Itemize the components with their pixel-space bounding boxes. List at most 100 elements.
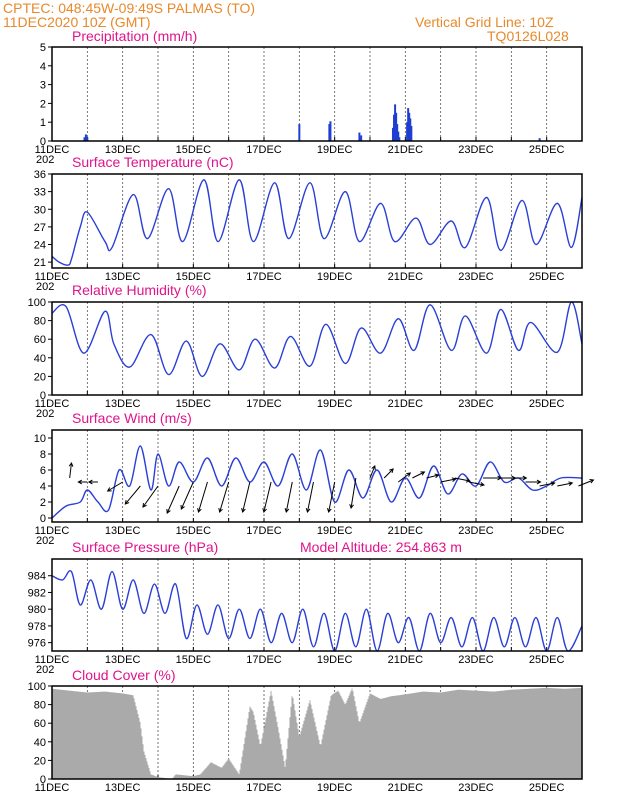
wind-vector-head bbox=[536, 479, 542, 485]
x-tick-label: 19DEC bbox=[317, 654, 353, 666]
y-tick-label: 20 bbox=[34, 755, 46, 767]
wind-vector bbox=[578, 479, 594, 487]
precip-bar bbox=[86, 137, 89, 141]
wind-vector bbox=[306, 481, 314, 513]
x-tick-label: 11DEC bbox=[35, 144, 70, 156]
wind-title: Surface Wind (m/s) bbox=[72, 410, 192, 426]
precip-bar bbox=[398, 137, 401, 141]
temperature-title: Surface Temperature (nC) bbox=[72, 154, 234, 170]
pressure-series-line bbox=[51, 569, 583, 652]
precip-bar bbox=[410, 125, 413, 141]
y-tick-label: 36 bbox=[34, 169, 46, 181]
precip-bar bbox=[329, 121, 332, 141]
x-tick-label: 13DEC bbox=[105, 398, 141, 410]
x-tick-label: 15DEC bbox=[176, 271, 212, 283]
x-tick-label: 11DEC bbox=[35, 782, 70, 794]
y-tick-label: 8 bbox=[40, 449, 46, 461]
x-tick-label: 17DEC bbox=[246, 654, 282, 666]
year-label: 202 bbox=[36, 408, 54, 420]
wind-series-line bbox=[51, 445, 583, 519]
y-tick-label: 33 bbox=[34, 187, 46, 199]
wind-vector bbox=[397, 472, 411, 483]
wind-vector-head bbox=[406, 472, 412, 477]
plot-frame bbox=[51, 685, 583, 780]
x-tick-label: 21DEC bbox=[388, 782, 424, 794]
x-tick-label: 17DEC bbox=[246, 525, 282, 537]
x-tick-label: 25DEC bbox=[529, 144, 565, 156]
plot-frame bbox=[51, 301, 583, 396]
y-tick-label: 0 bbox=[40, 513, 46, 525]
wind-vector-head bbox=[241, 508, 246, 514]
wind-vector bbox=[166, 485, 180, 514]
wind-vector-head bbox=[589, 479, 595, 484]
x-tick-label: 13DEC bbox=[105, 271, 141, 283]
wind-vector bbox=[107, 481, 123, 492]
y-tick-label: 40 bbox=[34, 737, 46, 749]
x-tick-label: 15DEC bbox=[176, 654, 212, 666]
wind-vector-head bbox=[180, 504, 185, 510]
x-tick-label: 23DEC bbox=[458, 782, 494, 794]
wind-vector bbox=[557, 482, 573, 487]
wind-vector-head bbox=[284, 508, 290, 514]
y-tick-label: 60 bbox=[34, 718, 46, 730]
run-date: 11DEC2020 10Z (GMT) bbox=[3, 14, 151, 30]
x-tick-label: 21DEC bbox=[388, 654, 424, 666]
wind-panel: Surface Wind (m/s) 0 2 4 6 8 10 11DEC 13DEC 15DE… bbox=[34, 410, 595, 547]
wind-vector bbox=[242, 481, 251, 513]
y-tick-label: 80 bbox=[34, 316, 46, 328]
wind-vector-head bbox=[68, 461, 74, 467]
year-label: 202 bbox=[36, 535, 54, 547]
model-altitude: Model Altitude: 254.863 m bbox=[300, 539, 462, 555]
wind-vector-head bbox=[522, 475, 528, 481]
precip-bar bbox=[538, 138, 541, 141]
wind-vector-head bbox=[197, 507, 202, 513]
y-tick-label: 27 bbox=[34, 222, 46, 234]
precip-bar bbox=[328, 124, 331, 141]
wind-vector-head bbox=[550, 481, 556, 486]
x-tick-label: 23DEC bbox=[458, 271, 494, 283]
temp-series-line bbox=[51, 179, 583, 266]
y-tick-label: 4 bbox=[40, 481, 46, 493]
pressure-panel: Surface Pressure (hPa) Model Altitude: 2… bbox=[28, 539, 583, 676]
wind-vector-head bbox=[389, 468, 394, 473]
x-tick-label: 15DEC bbox=[176, 398, 212, 410]
humidity-panel: Relative Humidity (%) 0 20 40 60 80 100 11DEC 1… bbox=[28, 282, 583, 420]
x-tick-label: 17DEC bbox=[246, 398, 282, 410]
wind-vector-head bbox=[305, 508, 311, 514]
y-tick-label: 2 bbox=[40, 98, 46, 110]
x-tick-label: 25DEC bbox=[529, 782, 565, 794]
precip-bar bbox=[391, 127, 394, 141]
wind-vector bbox=[454, 477, 470, 482]
x-tick-label: 25DEC bbox=[529, 525, 565, 537]
wind-vector bbox=[142, 485, 159, 508]
x-tick-label: 13DEC bbox=[105, 782, 141, 794]
grid-line-note: Vertical Grid Line: 10Z bbox=[415, 14, 554, 30]
plot-frame bbox=[51, 558, 583, 652]
x-tick-label: 19DEC bbox=[317, 144, 353, 156]
y-tick-label: 978 bbox=[28, 621, 46, 633]
wind-vector bbox=[219, 481, 230, 513]
x-tick-label: 11DEC bbox=[35, 525, 70, 537]
rh-series-line bbox=[51, 301, 583, 378]
precip-bar bbox=[395, 112, 398, 141]
year-label: 202 bbox=[36, 281, 54, 293]
wind-vector bbox=[426, 474, 439, 479]
y-tick-label: 21 bbox=[34, 257, 46, 269]
wind-vector-head bbox=[262, 508, 267, 514]
wind-vector-head bbox=[77, 479, 83, 485]
precip-bar bbox=[393, 114, 396, 141]
y-tick-label: 2 bbox=[40, 497, 46, 509]
x-tick-label: 23DEC bbox=[458, 525, 494, 537]
wind-vector-head bbox=[87, 479, 93, 485]
y-tick-label: 0 bbox=[40, 390, 46, 402]
y-tick-label: 6 bbox=[40, 465, 46, 477]
pressure-title: Surface Pressure (hPa) bbox=[72, 539, 218, 555]
wind-vector bbox=[468, 481, 485, 486]
y-tick-label: 40 bbox=[34, 353, 46, 365]
wind-vector-head bbox=[124, 499, 130, 505]
precip-bar bbox=[407, 108, 410, 141]
y-tick-label: 30 bbox=[34, 204, 46, 216]
x-tick-label: 15DEC bbox=[176, 525, 212, 537]
x-tick-label: 21DEC bbox=[388, 398, 424, 410]
cloud-panel: Cloud Cover (%) 0 20 40 60 80 100 11DEC 13DEC 15… bbox=[28, 667, 583, 794]
